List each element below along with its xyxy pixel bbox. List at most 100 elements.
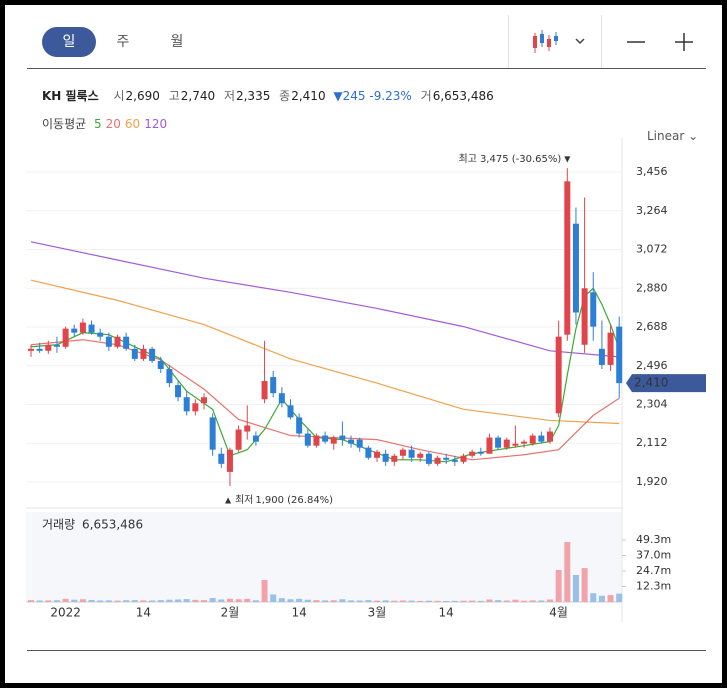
max-marker: ▼ [564,155,571,164]
scale-selector[interactable]: Linear ⌄ [647,129,699,143]
volume-bar [365,600,372,602]
y-tick-label: 1,920 [636,475,668,488]
change-value: 245 [342,89,366,103]
field-value: 2,690 [125,89,160,103]
last-price-tag [626,374,706,393]
volume-bar [555,569,562,602]
candle-body [339,435,346,440]
field-value: 2,740 [180,89,216,103]
tab[interactable]: 주 [116,34,130,50]
last-price-label: 2,410 [634,376,668,390]
volume-bar [131,600,138,602]
volume-bar [270,594,277,602]
y-tick-label: 3,456 [636,165,668,178]
candle-body [486,437,493,454]
field-label: 시 [113,89,125,103]
candle-body [45,344,52,351]
stock-name: KH 필룩스 [42,89,99,103]
volume-bar [88,599,95,602]
ma-line [30,241,620,358]
min-marker: ▲ [225,496,232,505]
volume-bar [296,598,303,602]
candle-body [71,328,78,333]
candle-body [79,322,86,333]
min-annotation-label: 최저 [235,494,253,506]
candle-body [477,451,484,454]
volume-bar [209,597,216,602]
candle-body [175,385,182,398]
volume-bar [79,599,86,602]
candle-body [252,435,259,442]
candle-body [157,360,164,369]
divider [27,650,706,651]
candle-body [391,455,398,462]
candle-body [97,332,104,337]
candle-body [270,377,277,394]
candle-body [209,417,216,450]
candle-body [114,336,121,347]
x-tick-label: 2022 [50,606,81,620]
candle-body [183,397,190,412]
candle-body [469,451,476,456]
volume-bar [192,599,199,602]
volume-bar [252,600,259,602]
tab[interactable]: 월 [170,34,184,50]
candle-body [408,449,415,458]
candle-body [348,439,355,444]
candle-body [434,457,441,464]
candle-body [399,449,406,456]
volume-bar [287,599,294,602]
chart-type-selector[interactable] [508,15,602,68]
candle-body [140,348,147,359]
candle-body [616,326,623,384]
volume-tick-label: 37.0m [636,548,671,561]
candle-body [547,431,553,442]
legend-item: 120 [144,117,168,131]
volume-bar [538,600,545,602]
volume-bar [183,599,190,602]
volume-bar [529,600,536,602]
min-annotation-text: 1,900 (26.84%) [255,495,333,506]
volume-bar [486,599,493,602]
candle-body [244,425,251,432]
field-value: 2,335 [235,89,271,103]
candle-body [417,453,424,458]
candle-body [304,433,311,446]
volume-bar [105,600,112,602]
candle-body [451,459,458,462]
y-tick-label: 3,264 [636,204,668,217]
candle-body [88,324,95,333]
change: ▼245 -9.23% [333,89,412,103]
volume-bar [53,600,60,602]
candle-body [598,348,605,365]
volume-bar [477,600,484,602]
volume-panel [26,512,622,602]
candle-body [443,457,450,460]
volume-bar [469,600,476,602]
ma-label: 이동평균 [42,117,87,131]
tab[interactable]: 일 [42,27,96,57]
candle-body [131,348,138,359]
y-tick-label: 2,496 [636,359,668,372]
candle-body [287,405,294,418]
candle-body [278,393,285,404]
candle-body [149,348,156,361]
volume-bar [581,568,588,602]
volume-bar [443,600,450,602]
legend-item: 5 [94,117,102,131]
candle-body [365,447,372,458]
y-tick-label: 2,688 [636,320,668,333]
y-tick-label: 2,112 [636,436,668,449]
volume-bar [97,600,104,602]
field-label: 저 [223,89,235,103]
x-tick-label: 2월 [221,606,240,620]
volume-bar [460,600,467,602]
volume-bar [451,600,458,602]
candle-body [581,288,588,345]
candle-body [105,336,112,347]
legend-item: 20 [105,117,121,131]
legend-item: 60 [124,117,141,131]
price-info: KH 필룩스 시2,690 고2,740 저2,335 종2,410 ▼245 … [42,87,494,104]
candle-body [166,368,173,384]
